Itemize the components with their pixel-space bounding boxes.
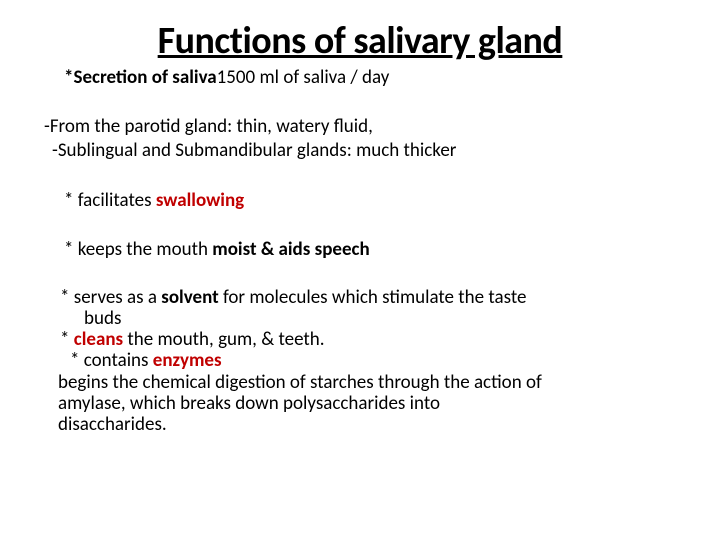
digestion-line-2: amylase, which breaks down polysaccharid…	[58, 393, 680, 414]
slide-content: Functions of salivary gland *Secretion o…	[0, 0, 720, 455]
secretion-amount: 1500 ml of saliva	[217, 66, 351, 89]
digestion-line-3: disaccharides.	[58, 414, 680, 435]
cleans-suffix: the mouth, gum, & teeth.	[123, 328, 324, 351]
buds-line: buds	[84, 308, 680, 329]
moist-bold: moist & aids speech	[212, 238, 369, 261]
moist-prefix: * keeps the mouth	[64, 238, 212, 261]
secretion-prefix: *Secretion of saliva	[64, 66, 217, 89]
moist-line: * keeps the mouth moist & aids speech	[64, 238, 680, 261]
cleans-word: cleans	[74, 328, 123, 351]
parotid-line: -From the parotid gland: thin, watery fl…	[44, 115, 680, 139]
secretion-line: *Secretion of saliva1500 ml of saliva / …	[64, 66, 680, 89]
cleans-line: * cleans the mouth, gum, & teeth.	[60, 329, 680, 350]
secretion-suffix: / day	[350, 66, 389, 89]
gland-sources: -From the parotid gland: thin, watery fl…	[44, 115, 680, 163]
solvent-word: solvent	[161, 286, 218, 309]
facilitates-prefix: * facilitates	[64, 189, 156, 212]
solvent-suffix: for molecules which stimulate the taste	[219, 286, 527, 309]
cleans-star: *	[60, 328, 74, 351]
lower-block: * serves as a solvent for molecules whic…	[50, 287, 680, 436]
solvent-prefix: * serves as a	[60, 286, 161, 309]
facilitates-word: swallowing	[156, 189, 244, 212]
enzymes-word: enzymes	[153, 349, 222, 372]
enzymes-prefix: * contains	[70, 349, 153, 372]
digestion-line-1: begins the chemical digestion of starche…	[58, 372, 680, 393]
facilitates-line: * facilitates swallowing	[64, 189, 680, 212]
sublingual-line: -Sublingual and Submandibular glands: mu…	[52, 139, 680, 163]
solvent-line: * serves as a solvent for molecules whic…	[60, 287, 680, 308]
enzymes-line: * contains enzymes	[70, 350, 680, 371]
slide-title: Functions of salivary gland	[40, 18, 680, 64]
